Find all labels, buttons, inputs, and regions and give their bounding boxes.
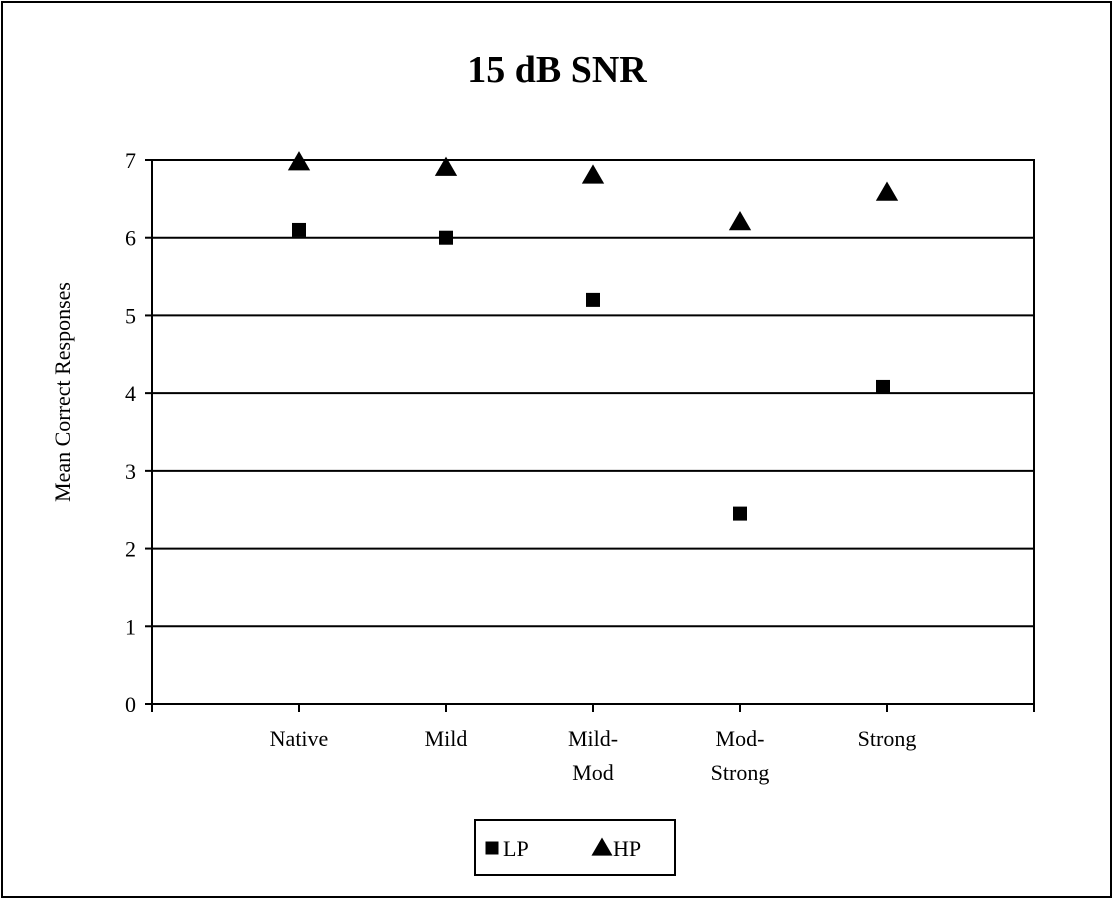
- legend-lp-marker: [485, 841, 499, 855]
- legend-lp-label: LP: [503, 836, 529, 861]
- hp-point: [581, 164, 605, 184]
- x-category-label: Mod: [572, 760, 614, 785]
- grid-layer: [152, 236, 1034, 628]
- y-tick-layer: 0 1 2 3 4 5 6 7: [125, 148, 152, 717]
- y-tick-label: 5: [125, 303, 136, 328]
- plot-area: [151, 159, 1035, 705]
- y-tick-label: 3: [125, 459, 136, 484]
- x-category-label: Mild-: [568, 726, 618, 751]
- x-category-label: Native: [270, 726, 329, 751]
- lp-point: [733, 506, 747, 521]
- legend-box: [474, 819, 676, 876]
- y-tick-label: 7: [125, 148, 136, 173]
- hp-point: [434, 156, 458, 176]
- legend-hp-label: HP: [613, 836, 641, 861]
- legend-items: LP HP: [485, 836, 641, 861]
- hp-point: [875, 181, 899, 201]
- x-tick-layer: Native Mild Mild- Mod Mod- Strong Strong: [151, 704, 1035, 785]
- hp-point: [287, 151, 311, 171]
- y-tick-label: 1: [125, 614, 136, 639]
- hp-point: [728, 211, 752, 231]
- y-axis-label: Mean Correct Responses: [50, 282, 75, 502]
- y-tick-label: 0: [125, 692, 136, 717]
- legend: LP HP: [474, 819, 676, 876]
- lp-point: [439, 230, 453, 245]
- y-tick-label: 4: [125, 381, 136, 406]
- x-category-label: Mild: [425, 726, 468, 751]
- y-tick-label: 6: [125, 226, 136, 251]
- x-category-label: Mod-: [716, 726, 765, 751]
- y-tick-label: 2: [125, 537, 136, 562]
- x-category-label: Strong: [711, 760, 770, 785]
- lp-point: [876, 379, 890, 394]
- x-category-label: Strong: [858, 726, 917, 751]
- legend-hp-marker: [591, 837, 613, 856]
- mark-layer: [287, 151, 899, 521]
- lp-point: [586, 292, 600, 307]
- lp-point: [292, 222, 306, 237]
- chart-title: 15 dB SNR: [467, 49, 647, 91]
